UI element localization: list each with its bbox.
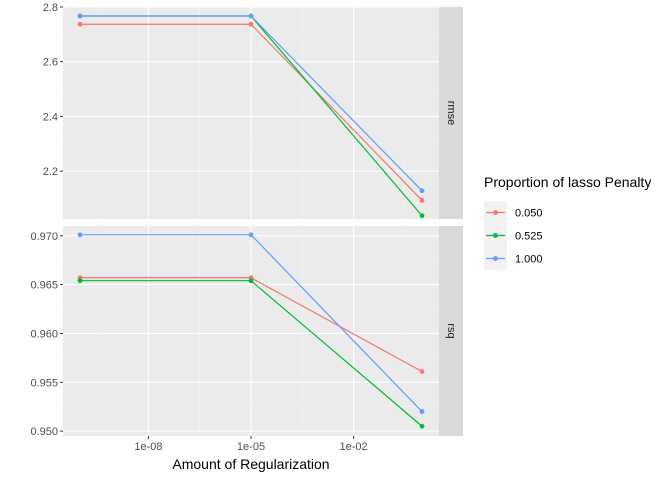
- facet-strip: [439, 7, 463, 219]
- panel-rsq: 0.950 0.955 0.960 0.965 0.970 rsq: [30, 226, 463, 438]
- legend-label-0.525: 0.525: [515, 231, 543, 243]
- data-point-1.000: [419, 409, 425, 414]
- legend-label-1.000: 1.000: [515, 254, 543, 266]
- legend-label-0.050: 0.050: [515, 208, 543, 220]
- x-tick-label: 1e-08: [134, 441, 162, 453]
- y-tick-label: 2.6: [43, 57, 58, 69]
- x-axis-title: Amount of Regularization: [172, 456, 329, 472]
- data-point-1.000: [77, 232, 83, 238]
- y-tick-label: 0.960: [30, 328, 58, 340]
- y-tick-label: 0.950: [30, 426, 58, 438]
- data-point-1.000: [248, 13, 254, 19]
- legend-key-point: [493, 233, 498, 238]
- y-tick-label: 2.8: [43, 2, 58, 14]
- data-point-0.050: [248, 21, 254, 27]
- legend-key-point: [493, 210, 498, 215]
- y-tick-label: 2.4: [43, 111, 58, 123]
- y-tick-label: 0.955: [30, 377, 58, 389]
- panel-rmse: 2.2 2.4 2.6 2.8 rmse: [43, 2, 463, 219]
- x-tick-label: 1e-05: [237, 441, 265, 453]
- data-point-0.525: [419, 213, 425, 219]
- data-point-0.525: [248, 278, 254, 284]
- facet-strip-label: rsq: [445, 323, 457, 338]
- data-point-0.050: [419, 197, 425, 203]
- x-tick-label: 1e-02: [340, 441, 368, 453]
- legend-key-point: [493, 256, 498, 261]
- data-point-0.525: [77, 278, 83, 284]
- legend: Proportion of lasso Penalty 0.050 0.525 1.…: [484, 174, 651, 270]
- y-tick-label: 2.2: [43, 166, 58, 178]
- data-point-0.050: [77, 21, 83, 27]
- data-point-0.525: [419, 423, 425, 429]
- data-point-1.000: [248, 232, 254, 238]
- data-point-0.050: [419, 369, 425, 374]
- data-point-1.000: [419, 188, 425, 194]
- data-point-1.000: [77, 13, 83, 19]
- y-tick-label: 0.970: [30, 231, 58, 243]
- facet-strip-label: rmse: [445, 101, 457, 125]
- y-tick-label: 0.965: [30, 280, 58, 292]
- facet-strip: [439, 226, 463, 436]
- legend-title: Proportion of lasso Penalty: [484, 174, 651, 190]
